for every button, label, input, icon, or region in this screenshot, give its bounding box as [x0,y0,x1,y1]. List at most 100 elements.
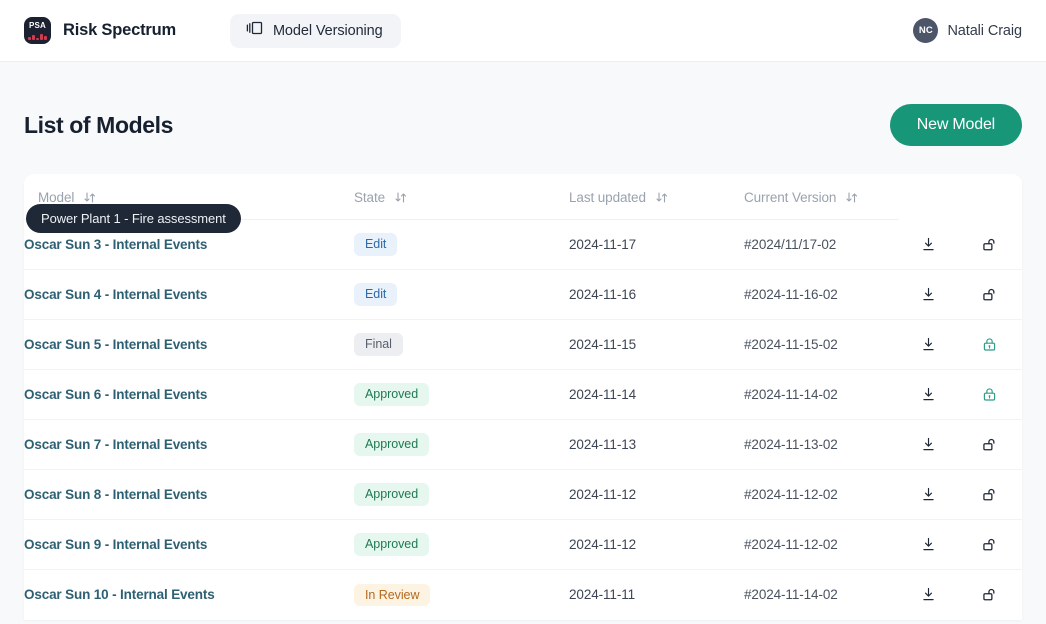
lock-icon[interactable] [977,332,1003,358]
status-badge: Approved [354,483,430,506]
unlock-icon[interactable] [977,532,1003,558]
table-body: Oscar Sun 3 - Internal Events Edit 2024-… [24,219,1022,620]
model-link[interactable]: Oscar Sun 6 - Internal Events [24,387,208,402]
column-header-current-version[interactable]: Current Version [744,174,899,220]
cell-last-updated: 2024-11-13 [569,419,744,470]
table-row-3[interactable]: Oscar Sun 5 - Internal Events Final 2024… [24,319,1022,370]
app-logo-icon: PSA [24,17,51,44]
cell-current-version: #2024-11-14-02 [744,587,838,603]
model-link[interactable]: Oscar Sun 10 - Internal Events [24,587,215,603]
cell-download [899,369,957,420]
cell-lock [957,269,1022,320]
cell-lock [957,469,1022,520]
table-row-2[interactable]: Oscar Sun 4 - Internal Events Edit 2024-… [24,269,1022,320]
cell-current-version: #2024-11-15-02 [744,319,899,370]
unlock-icon[interactable] [977,432,1003,458]
nav-model-versioning[interactable]: Model Versioning [229,13,401,48]
table-header-row: Model State [24,174,1022,220]
cell-state: Final [354,319,569,370]
page-body: List of Models New Model Power Plant 1 -… [0,62,1046,620]
cell-model: Oscar Sun 8 - Internal Events [24,469,354,520]
status-badge: Edit [354,233,398,256]
model-link[interactable]: Oscar Sun 4 - Internal Events [24,287,208,302]
model-link[interactable]: Oscar Sun 7 - Internal Events [24,437,208,452]
versions-icon [245,19,263,42]
unlock-icon[interactable] [977,282,1003,308]
unlock-icon[interactable] [977,582,1003,608]
new-model-button[interactable]: New Model [889,104,1022,146]
cell-lock [957,369,1022,420]
column-header-last-updated-label: Last updated [569,190,646,205]
cell-download [899,219,957,270]
cell-state: Edit [354,269,569,320]
table-row-1[interactable]: Oscar Sun 3 - Internal Events Edit 2024-… [24,219,1022,270]
download-icon[interactable] [915,332,941,358]
sort-icon[interactable] [655,191,668,204]
column-header-model-label: Model [38,190,75,205]
logo-text: PSA [28,21,47,30]
download-icon[interactable] [915,532,941,558]
sort-icon[interactable] [845,191,858,204]
cell-download [899,419,957,470]
cell-download [899,469,957,520]
cell-model: Oscar Sun 5 - Internal Events [24,319,354,370]
cell-state: Approved [354,419,569,470]
status-badge: In Review [354,583,431,606]
cell-current-version: #2024-11-13-02 [744,419,899,470]
column-header-lock [957,174,1022,220]
user-name: Natali Craig [947,22,1022,39]
status-badge: Approved [354,433,430,456]
column-header-state[interactable]: State [354,174,569,220]
cell-state: Approved [354,519,569,570]
cell-lock [957,219,1022,270]
sort-icon[interactable] [394,191,407,204]
cell-state: Edit [354,219,569,270]
table-row-6[interactable]: Oscar Sun 8 - Internal Events Approved 2… [24,469,1022,520]
model-link[interactable]: Oscar Sun 9 - Internal Events [24,537,208,552]
cell-download [899,570,957,620]
status-badge: Edit [354,283,398,306]
download-icon[interactable] [915,382,941,408]
cell-model: Oscar Sun 7 - Internal Events [24,419,354,470]
cell-last-updated: 2024-11-15 [569,319,744,370]
user-menu[interactable]: NC Natali Craig [913,18,1022,43]
download-icon[interactable] [915,582,941,608]
cell-model: Oscar Sun 6 - Internal Events [24,369,354,420]
cell-model: Oscar Sun 4 - Internal Events [24,269,354,320]
cell-state: Approved [354,369,569,420]
model-link[interactable]: Oscar Sun 5 - Internal Events [24,337,208,352]
logo-bars [28,34,47,40]
cell-current-version: #2024-11-12-02 [744,469,899,520]
table-row-8[interactable]: Oscar Sun 10 - Internal Events In Review… [24,570,1022,620]
brand[interactable]: PSA Risk Spectrum [24,17,176,44]
table-row-4[interactable]: Oscar Sun 6 - Internal Events Approved 2… [24,369,1022,420]
download-icon[interactable] [915,282,941,308]
cell-lock [957,319,1022,370]
table-row-5[interactable]: Oscar Sun 7 - Internal Events Approved 2… [24,419,1022,470]
lock-icon[interactable] [977,382,1003,408]
cell-last-updated: 2024-11-12 [569,519,744,570]
models-table: Model State [24,174,1022,620]
page-title: List of Models [24,111,174,138]
download-icon[interactable] [915,482,941,508]
column-header-state-label: State [354,190,386,205]
sort-icon[interactable] [83,191,96,204]
cell-last-updated: 2024-11-12 [569,469,744,520]
table-row-7[interactable]: Oscar Sun 9 - Internal Events Approved 2… [24,519,1022,570]
cell-state: In Review [354,570,569,620]
top-bar: PSA Risk Spectrum Model Versioning NC Na… [0,0,1046,62]
column-header-last-updated[interactable]: Last updated [569,174,744,220]
unlock-icon[interactable] [977,232,1003,258]
cell-model: Oscar Sun 9 - Internal Events [24,519,354,570]
status-badge: Approved [354,533,430,556]
column-header-model[interactable]: Model [24,174,354,220]
model-link[interactable]: Oscar Sun 8 - Internal Events [24,487,208,502]
status-badge: Approved [354,383,430,406]
model-link[interactable]: Oscar Sun 3 - Internal Events [24,237,208,252]
status-badge: Final [354,333,403,356]
download-icon[interactable] [915,432,941,458]
cell-current-version: #2024-11-14-02 [744,369,899,420]
unlock-icon[interactable] [977,482,1003,508]
column-header-download [899,174,957,220]
download-icon[interactable] [915,232,941,258]
